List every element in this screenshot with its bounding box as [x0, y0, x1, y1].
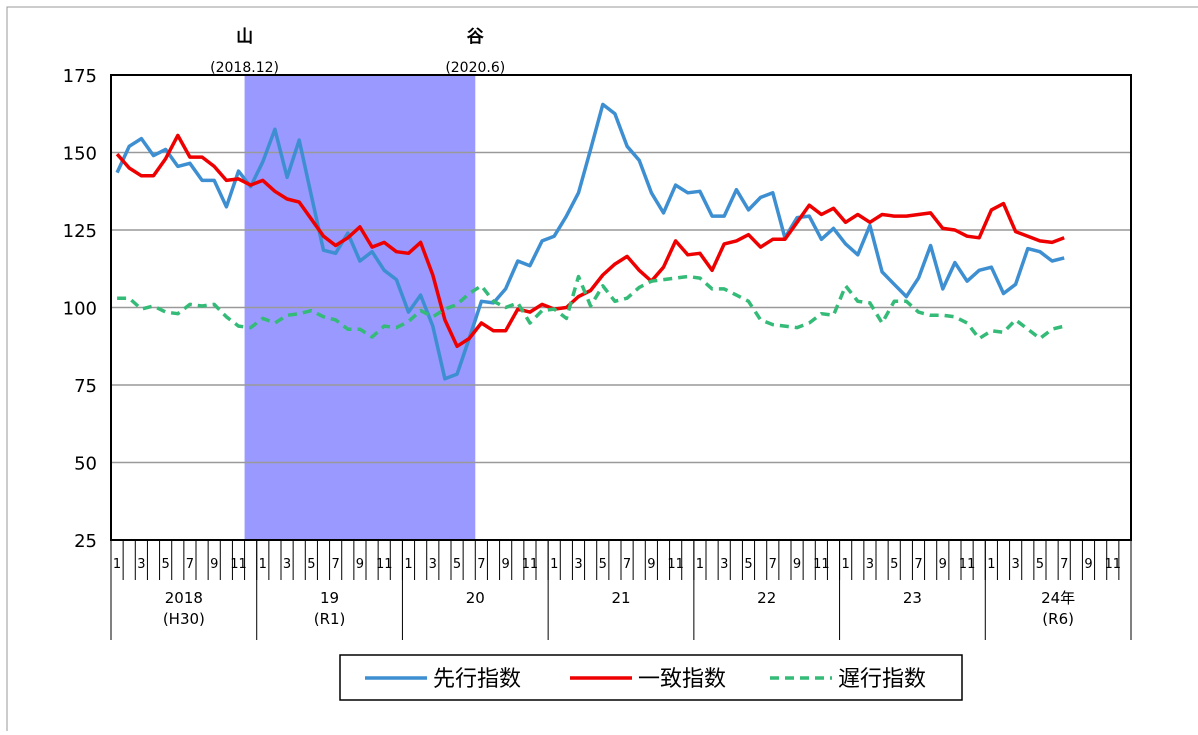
- year-label: 24年: [1041, 589, 1075, 607]
- frame: [6, 6, 1198, 735]
- x-tick-label: 7: [186, 557, 194, 572]
- x-tick-label: 5: [162, 557, 170, 572]
- annotation: 山: [236, 27, 253, 47]
- series-line: [115, 102, 1065, 381]
- x-tick-label: 1: [842, 557, 850, 572]
- x-tick-label: 7: [332, 557, 340, 572]
- y-tick-label: 75: [74, 376, 97, 397]
- x-tick-label: 7: [623, 557, 631, 572]
- x-tick-label: 1: [259, 557, 267, 572]
- year-label: 21: [611, 589, 630, 607]
- x-tick-label: 9: [1084, 557, 1092, 572]
- x-tick-label: 7: [1060, 557, 1068, 572]
- y-tick-label: 25: [74, 531, 97, 552]
- x-tick-label: 11: [813, 557, 830, 572]
- year-label: 23: [903, 589, 922, 607]
- year-label: 19: [320, 589, 339, 607]
- plot-border: [110, 74, 1132, 541]
- legend-label: 先行指数: [433, 667, 521, 692]
- x-tick-label: 11: [230, 557, 247, 572]
- x-tick-label: 7: [914, 557, 922, 572]
- x-tick-label: 3: [137, 557, 145, 572]
- year-label: 20: [466, 589, 485, 607]
- annotation-date: (2018.12): [210, 60, 279, 76]
- annotation: 谷: [467, 27, 485, 47]
- x-tick-label: 1: [696, 557, 704, 572]
- x-tick-label: 9: [356, 557, 364, 572]
- legend-label: 遅行指数: [838, 667, 926, 692]
- x-tick-label: 11: [376, 557, 393, 572]
- x-tick-label: 5: [744, 557, 752, 572]
- x-tick-label: 5: [1036, 557, 1044, 572]
- x-tick-label: 1: [987, 557, 995, 572]
- x-tick-label: 3: [574, 557, 582, 572]
- x-tick-label: 9: [939, 557, 947, 572]
- x-tick-label: 11: [1105, 557, 1122, 572]
- x-tick-label: 11: [667, 557, 684, 572]
- x-tick-label: 7: [769, 557, 777, 572]
- x-tick-label: 1: [404, 557, 412, 572]
- x-tick-label: 5: [599, 557, 607, 572]
- y-tick-label: 50: [74, 454, 97, 475]
- x-tick-label: 11: [522, 557, 539, 572]
- y-tick-label: 150: [63, 144, 97, 165]
- x-tick-label: 5: [890, 557, 898, 572]
- x-tick-label: 3: [866, 557, 874, 572]
- y-tick-label: 175: [63, 66, 97, 87]
- x-tick-label: 9: [210, 557, 218, 572]
- y-tick-label: 125: [63, 221, 97, 242]
- x-tick-label: 5: [453, 557, 461, 572]
- legend-box: [339, 654, 963, 701]
- series-line: [115, 133, 1065, 349]
- x-tick-label: 7: [477, 557, 485, 572]
- legend-label: 一致指数: [638, 667, 726, 692]
- year-sub-label: (R6): [1042, 610, 1074, 628]
- year-sub-label: (H30): [163, 610, 205, 628]
- x-tick-label: 1: [550, 557, 558, 572]
- x-tick-label: 9: [793, 557, 801, 572]
- series-line: [117, 274, 1065, 341]
- year-label: 22: [757, 589, 776, 607]
- x-tick-label: 5: [307, 557, 315, 572]
- x-tick-label: 1: [113, 557, 121, 572]
- x-tick-label: 9: [647, 557, 655, 572]
- year-label: 2018: [165, 589, 203, 607]
- x-tick-label: 3: [429, 557, 437, 572]
- x-tick-label: 11: [959, 557, 976, 572]
- x-tick-label: 3: [1012, 557, 1020, 572]
- y-tick-label: 100: [63, 299, 97, 320]
- x-tick-label: 9: [502, 557, 510, 572]
- year-sub-label: (R1): [314, 610, 346, 628]
- annotation-date: (2020.6): [445, 60, 505, 76]
- x-tick-label: 3: [720, 557, 728, 572]
- x-tick-label: 3: [283, 557, 291, 572]
